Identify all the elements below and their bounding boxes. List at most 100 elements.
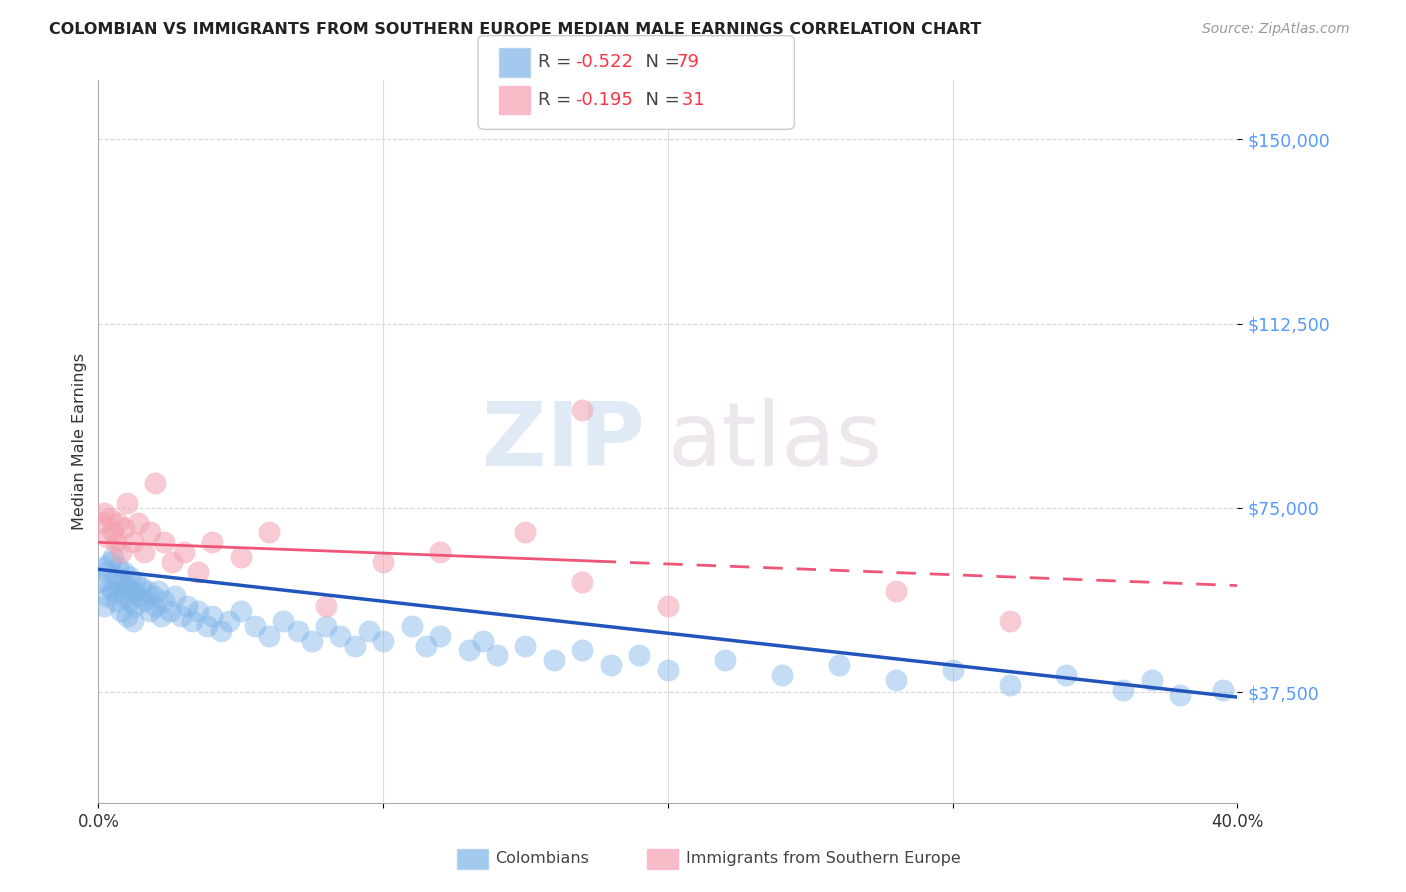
Point xyxy=(315,599,337,614)
Point xyxy=(201,609,224,624)
Text: R =: R = xyxy=(538,54,578,71)
Point xyxy=(90,574,112,589)
Point xyxy=(828,658,851,673)
Text: N =: N = xyxy=(634,54,686,71)
Point xyxy=(415,639,437,653)
Point xyxy=(107,560,129,574)
Text: Immigrants from Southern Europe: Immigrants from Southern Europe xyxy=(686,851,960,865)
Point xyxy=(429,545,451,559)
Point xyxy=(195,619,218,633)
Text: -0.195: -0.195 xyxy=(575,91,633,109)
Point xyxy=(153,594,176,608)
Point xyxy=(132,594,155,608)
Text: 31: 31 xyxy=(676,91,704,109)
Point xyxy=(118,570,141,584)
Point xyxy=(112,590,135,604)
Point xyxy=(138,525,160,540)
Point xyxy=(176,599,198,614)
Point xyxy=(121,584,143,599)
Point xyxy=(110,574,132,589)
Point xyxy=(101,584,124,599)
Point xyxy=(107,584,129,599)
Point xyxy=(104,594,127,608)
Point xyxy=(201,535,224,549)
Text: COLOMBIAN VS IMMIGRANTS FROM SOUTHERN EUROPE MEDIAN MALE EARNINGS CORRELATION CH: COLOMBIAN VS IMMIGRANTS FROM SOUTHERN EU… xyxy=(49,22,981,37)
Point xyxy=(884,673,907,687)
Point xyxy=(112,565,135,579)
Point xyxy=(301,633,323,648)
Point xyxy=(243,619,266,633)
Point xyxy=(107,516,129,530)
Point xyxy=(173,545,195,559)
Point xyxy=(145,476,167,491)
Point xyxy=(1140,673,1163,687)
Point xyxy=(145,599,167,614)
Point xyxy=(357,624,380,638)
Point xyxy=(343,639,366,653)
Point xyxy=(259,629,281,643)
Point xyxy=(129,580,152,594)
Point xyxy=(571,574,593,589)
Point xyxy=(600,658,623,673)
Text: 79: 79 xyxy=(676,54,699,71)
Point xyxy=(138,604,160,618)
Point xyxy=(229,549,252,564)
Y-axis label: Median Male Earnings: Median Male Earnings xyxy=(72,353,87,530)
Point xyxy=(96,530,118,544)
Point xyxy=(93,599,115,614)
Text: Source: ZipAtlas.com: Source: ZipAtlas.com xyxy=(1202,22,1350,37)
Point xyxy=(124,599,146,614)
Point xyxy=(515,525,537,540)
Point xyxy=(229,604,252,618)
Point xyxy=(657,663,679,677)
Point xyxy=(187,604,209,618)
Point xyxy=(571,402,593,417)
Text: -0.522: -0.522 xyxy=(575,54,633,71)
Point xyxy=(714,653,737,667)
Point xyxy=(93,506,115,520)
Point xyxy=(124,574,146,589)
Point xyxy=(132,545,155,559)
Point xyxy=(181,614,204,628)
Point xyxy=(148,584,170,599)
Point xyxy=(93,560,115,574)
Point xyxy=(884,584,907,599)
Point xyxy=(770,668,793,682)
Point xyxy=(118,594,141,608)
Point xyxy=(153,535,176,549)
Point xyxy=(287,624,309,638)
Point xyxy=(162,555,184,569)
Point xyxy=(101,549,124,564)
Text: Colombians: Colombians xyxy=(495,851,589,865)
Point xyxy=(127,516,149,530)
Point xyxy=(373,633,395,648)
Point xyxy=(170,609,193,624)
Point xyxy=(329,629,352,643)
Text: N =: N = xyxy=(634,91,686,109)
Point xyxy=(457,643,479,657)
Text: ZIP: ZIP xyxy=(482,398,645,485)
Point xyxy=(515,639,537,653)
Point xyxy=(998,678,1021,692)
Point xyxy=(96,565,118,579)
Point xyxy=(98,510,121,524)
Point xyxy=(104,535,127,549)
Point xyxy=(165,590,187,604)
Point xyxy=(1112,682,1135,697)
Text: atlas: atlas xyxy=(668,398,883,485)
Point xyxy=(543,653,565,667)
Point xyxy=(657,599,679,614)
Point xyxy=(218,614,240,628)
Point xyxy=(96,590,118,604)
Point xyxy=(115,609,138,624)
Point xyxy=(104,570,127,584)
Point xyxy=(110,545,132,559)
Point xyxy=(628,648,651,663)
Point xyxy=(110,604,132,618)
Point xyxy=(1170,688,1192,702)
Point xyxy=(486,648,509,663)
Point xyxy=(121,535,143,549)
Point xyxy=(121,614,143,628)
Point xyxy=(135,584,157,599)
Point xyxy=(373,555,395,569)
